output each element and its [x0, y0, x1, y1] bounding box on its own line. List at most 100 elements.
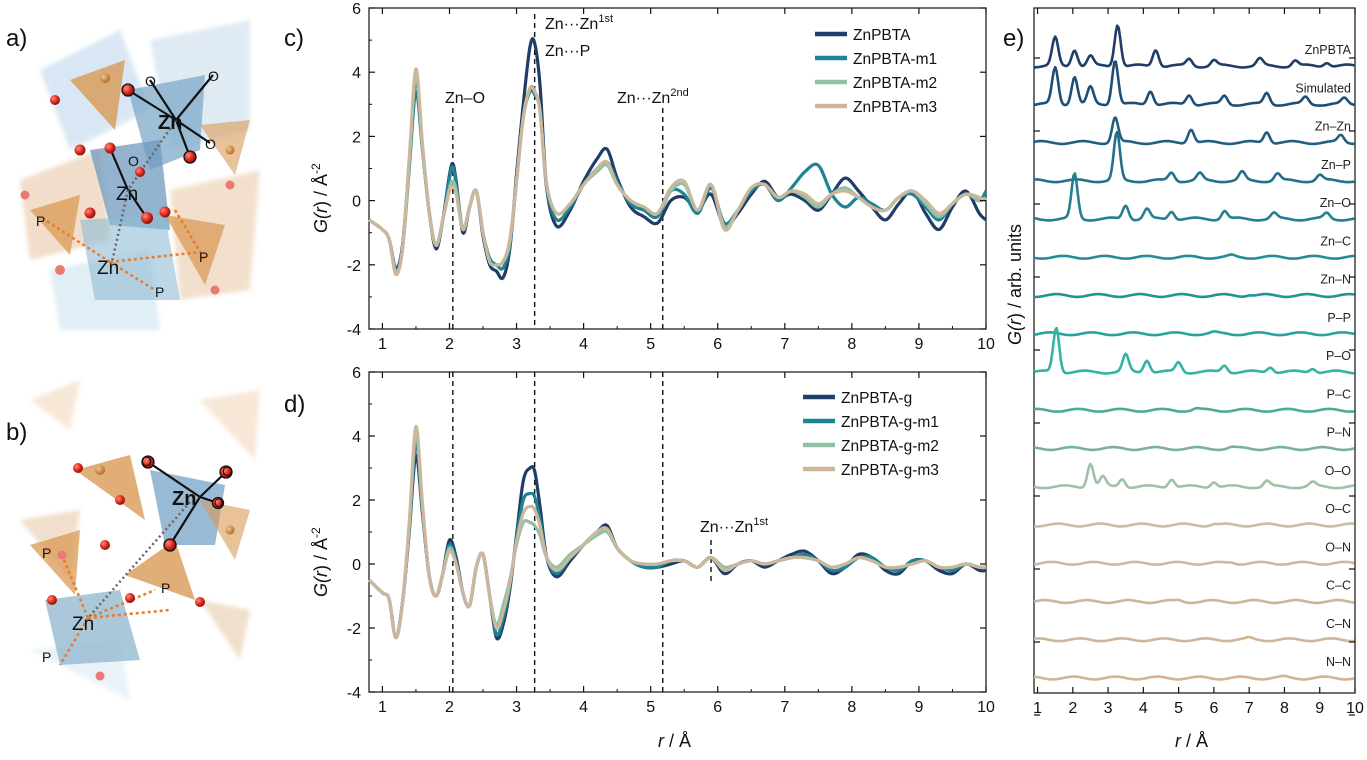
x-tick-label: 10 [977, 699, 995, 716]
x-tick-label: 9 [1315, 700, 1324, 717]
oxygen-atom [100, 540, 110, 550]
pair-label: C–C [1326, 579, 1351, 593]
pair-label: O–N [1325, 540, 1351, 554]
x-tick-label: 4 [579, 699, 588, 716]
atom-label-o: O [222, 463, 233, 479]
y-tick-label: 0 [352, 557, 361, 574]
oxygen-atom [211, 496, 225, 510]
pair-trace [1033, 326, 1355, 375]
pair-label: Zn–O [1320, 196, 1352, 210]
pair-label: ZnPBTA [1305, 43, 1352, 57]
pair-label: P–O [1326, 349, 1351, 363]
atom-label-zn: Zn [116, 184, 138, 205]
pair-trace [1033, 116, 1355, 146]
atom-label-p: P [36, 213, 45, 229]
pair-trace [1034, 130, 1355, 184]
y-tick-label: 0 [352, 194, 361, 211]
y-tick-label: -2 [347, 258, 361, 275]
legend-label: ZnPBTA-m2 [853, 75, 937, 92]
structure-glass: Zn Zn O O O P P P [20, 380, 260, 700]
p-tetrahedron [75, 455, 145, 520]
p-tetrahedron [165, 215, 225, 285]
oxygen-atom [121, 83, 135, 97]
atom-label-zn: Zn [172, 488, 196, 510]
annotation-zn-p: Zn···P [545, 43, 590, 60]
x-tick-label: 6 [1209, 700, 1218, 717]
legend-label: ZnPBTA [853, 27, 911, 44]
series-line [367, 453, 987, 641]
oxygen-atom [74, 144, 86, 156]
chart-panel-e: ZnPBTA Simulated Zn–Zn Zn–P Zn–O Zn–C Zn–N P–P P… [1005, 7, 1364, 751]
oxygen-atom [163, 538, 177, 552]
y-tick-label: 2 [352, 493, 361, 510]
x-tick-label: 7 [780, 336, 789, 353]
atom-label-o: O [141, 453, 152, 469]
y-tick-label: -2 [347, 621, 361, 638]
atom-label-zn: Zn [158, 112, 182, 134]
pair-trace [1034, 406, 1355, 413]
y-tick-label: 4 [352, 429, 361, 446]
x-tick-label: 9 [914, 336, 923, 353]
pair-label: Simulated [1295, 81, 1351, 95]
p-tetrahedron [70, 60, 125, 130]
p-tetrahedron [30, 530, 80, 595]
pair-label: Zn–C [1320, 234, 1351, 248]
pair-label: Zn–N [1320, 273, 1351, 287]
annotation-zn-zn-1st: Zn···Zn1st [545, 13, 613, 33]
series-line [367, 424, 987, 640]
oxygen-atom [210, 285, 220, 295]
pair-trace [1033, 253, 1355, 260]
pair-trace [1033, 445, 1355, 452]
atom-label-p: P [199, 249, 208, 265]
legend-label: ZnPBTA-g-m1 [841, 414, 939, 431]
zn-tetrahedron [90, 140, 170, 230]
pair-trace [1034, 292, 1355, 299]
oxygen-atom [159, 206, 171, 218]
p-tetrahedron [125, 540, 195, 600]
x-tick-label: 2 [445, 336, 454, 353]
y-tick-label: 4 [352, 65, 361, 82]
pair-trace [1033, 598, 1355, 605]
annotation-zn-zn-2nd: Zn···Zn2nd [617, 87, 689, 107]
atom-label-o: O [145, 73, 156, 89]
atom-label-o: O [128, 153, 139, 169]
y-axis-label-d: G(r) / Å-2 [309, 527, 331, 597]
p-tetrahedron [200, 120, 250, 175]
oxygen-atom [135, 167, 145, 177]
zn-tetrahedron [150, 470, 225, 545]
series-line [368, 67, 987, 277]
pair-label: P–P [1327, 311, 1351, 325]
phosphorus-atom [225, 145, 235, 155]
phosphorus-atom [95, 465, 105, 475]
x-tick-label: 7 [1245, 700, 1254, 717]
pair-label: Zn–P [1321, 158, 1351, 172]
oxygen-atom [219, 465, 233, 479]
x-tick-label: 9 [914, 699, 923, 716]
oxygen-atom [115, 495, 125, 505]
y-tick-label: 6 [352, 365, 361, 382]
pair-trace [1033, 674, 1355, 681]
panel-label-c: c) [284, 25, 304, 52]
x-tick-label: 2 [445, 699, 454, 716]
pair-label: P–N [1327, 426, 1351, 440]
y-tick-label: -4 [347, 685, 361, 702]
atom-label-o: O [208, 68, 219, 84]
x-tick-label: 8 [1280, 700, 1289, 717]
pair-trace [1033, 635, 1355, 643]
oxygen-atom [50, 95, 60, 105]
oxygen-atom [20, 190, 30, 200]
x-tick-label: 5 [1174, 700, 1183, 717]
oxygen-atom [125, 593, 135, 603]
y-tick-label: -4 [347, 322, 361, 339]
x-tick-label: 8 [847, 336, 856, 353]
oxygen-atom [141, 212, 153, 224]
x-tick-label: 1 [1033, 700, 1042, 717]
pair-label: N–N [1326, 655, 1351, 669]
pair-label: P–C [1327, 387, 1351, 401]
x-tick-label: 7 [780, 699, 789, 716]
pair-label: Zn–Zn [1315, 120, 1351, 134]
phosphorus-atom [100, 73, 110, 83]
y-axis-label-e: G(r) / arb. units [1005, 224, 1025, 345]
x-tick-label: 6 [713, 699, 722, 716]
